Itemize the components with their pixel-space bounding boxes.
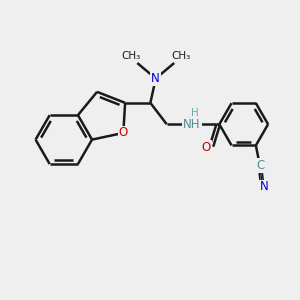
Text: CH₃: CH₃: [121, 51, 140, 61]
Text: N: N: [260, 181, 268, 194]
Text: CH₃: CH₃: [171, 51, 190, 61]
Text: NH: NH: [183, 118, 201, 131]
Text: O: O: [119, 126, 128, 140]
Text: O: O: [202, 141, 211, 154]
Text: H: H: [191, 108, 199, 118]
Text: C: C: [256, 159, 265, 172]
Text: N: N: [152, 72, 160, 85]
